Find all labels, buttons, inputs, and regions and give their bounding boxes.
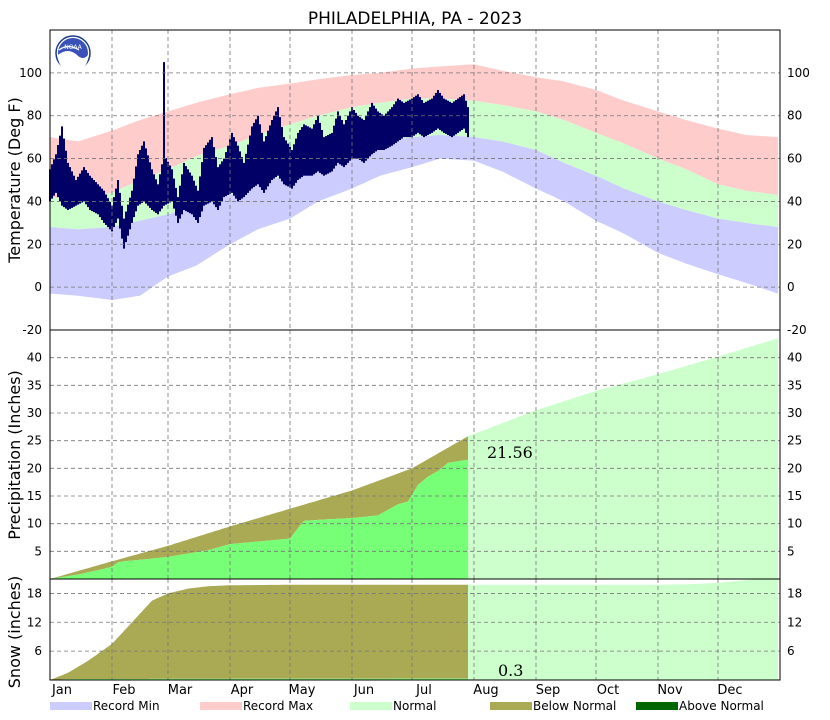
legend-swatch: [350, 702, 392, 710]
record-max-area: [50, 64, 778, 200]
precipitation-tick-left: 20: [27, 461, 42, 475]
legend-label: Record Max: [243, 699, 313, 713]
temperature-tick-right: 100: [787, 66, 810, 80]
month-label: Nov: [657, 683, 683, 698]
snow-tick-right: 6: [787, 644, 795, 658]
svg-text:NOAA: NOAA: [64, 44, 82, 51]
legend-swatch: [50, 702, 92, 710]
snow-annotation: 0.3: [498, 661, 523, 680]
precipitation-tick-right: 35: [787, 378, 802, 392]
precipitation-tick-right: 10: [787, 517, 802, 531]
precipitation-tick-left: 15: [27, 489, 42, 503]
precipitation-tick-right: 30: [787, 406, 802, 420]
month-label: Jun: [353, 683, 374, 698]
month-label: Jan: [51, 683, 72, 698]
chart-title: PHILADELPHIA, PA - 2023: [308, 9, 522, 29]
precipitation-tick-right: 25: [787, 434, 802, 448]
month-label: Sep: [536, 683, 561, 698]
legend-label: Above Normal: [679, 699, 764, 713]
precipitation-normal-area: [468, 338, 778, 579]
temperature-tick-right: 0: [787, 280, 795, 294]
snow-normal-area: [468, 576, 778, 680]
precipitation-panel: 21.56 5 5 10 10 15 15 20 20 25 25 30 30 35 35 40 40: [27, 329, 802, 580]
temperature-tick-left: 100: [19, 66, 42, 80]
legend-label: Below Normal: [533, 699, 616, 713]
precipitation-observed-area: [50, 459, 468, 579]
snow-tick-left: 12: [27, 615, 42, 629]
temperature-tick-left: 0: [34, 280, 42, 294]
temperature-ylabel: Temperature (Deg F): [5, 97, 24, 264]
month-axis: Jan Feb Mar Apr May Jun Jul Aug Sep Oct Nov Dec: [51, 683, 743, 698]
legend-swatch: [200, 702, 242, 710]
temperature-tick-left: 80: [27, 109, 42, 123]
precipitation-tick-left: 5: [34, 544, 42, 558]
precipitation-below-normal-area: [50, 436, 468, 579]
snow-ylabel: Snow (inches): [5, 576, 24, 688]
snow-tick-right: 18: [787, 586, 802, 600]
noaa-logo: NOAA: [55, 35, 91, 72]
month-label: Oct: [597, 683, 619, 698]
snow-tick-left: 6: [34, 644, 42, 658]
temperature-tick-left: 20: [27, 237, 42, 251]
precipitation-tick-left: 10: [27, 517, 42, 531]
precipitation-tick-right: 20: [787, 461, 802, 475]
precipitation-tick-left: 25: [27, 434, 42, 448]
precipitation-ylabel: Precipitation (Inches): [5, 370, 24, 540]
month-label: Dec: [717, 683, 742, 698]
precipitation-tick-left: 30: [27, 406, 42, 420]
precipitation-annotation: 21.56: [487, 443, 533, 462]
month-label: Apr: [231, 683, 254, 698]
legend: Record Min Record Max Normal Below Normal Ab…: [50, 699, 764, 713]
legend-label: Record Min: [93, 699, 160, 713]
precipitation-tick-left: 35: [27, 378, 42, 392]
precipitation-tick-right: 5: [787, 544, 795, 558]
month-label: Aug: [473, 683, 498, 698]
temperature-tick-left: 60: [27, 152, 42, 166]
snow-panel: 0.3 6 6 12 12 18 18: [27, 576, 802, 681]
legend-label: Normal: [393, 699, 436, 713]
precipitation-tick-right: 40: [787, 351, 802, 365]
precipitation-tick-right: 15: [787, 489, 802, 503]
month-label: May: [289, 683, 316, 698]
month-label: Mar: [168, 683, 193, 698]
temperature-panel: -20 -20 0 0 20 20 40 40 60 60 80 80 100 100: [19, 29, 810, 337]
temperature-tick-right: 20: [787, 237, 802, 251]
temperature-tick-left: -20: [22, 323, 42, 337]
temperature-tick-right: 60: [787, 152, 802, 166]
snow-frame: [49, 578, 781, 681]
temperature-tick-right: 80: [787, 109, 802, 123]
temperature-tick-left: 40: [27, 194, 42, 208]
snow-tick-left: 18: [27, 586, 42, 600]
legend-swatch: [490, 702, 532, 710]
month-label: Feb: [112, 683, 135, 698]
temperature-tick-right: 40: [787, 194, 802, 208]
snow-below-normal-area: [50, 584, 468, 680]
precipitation-tick-left: 40: [27, 351, 42, 365]
month-label: Jul: [415, 683, 432, 698]
snow-tick-right: 12: [787, 615, 802, 629]
temperature-tick-right: -20: [787, 323, 807, 337]
legend-swatch: [636, 702, 678, 710]
record-min-area: [50, 135, 778, 300]
